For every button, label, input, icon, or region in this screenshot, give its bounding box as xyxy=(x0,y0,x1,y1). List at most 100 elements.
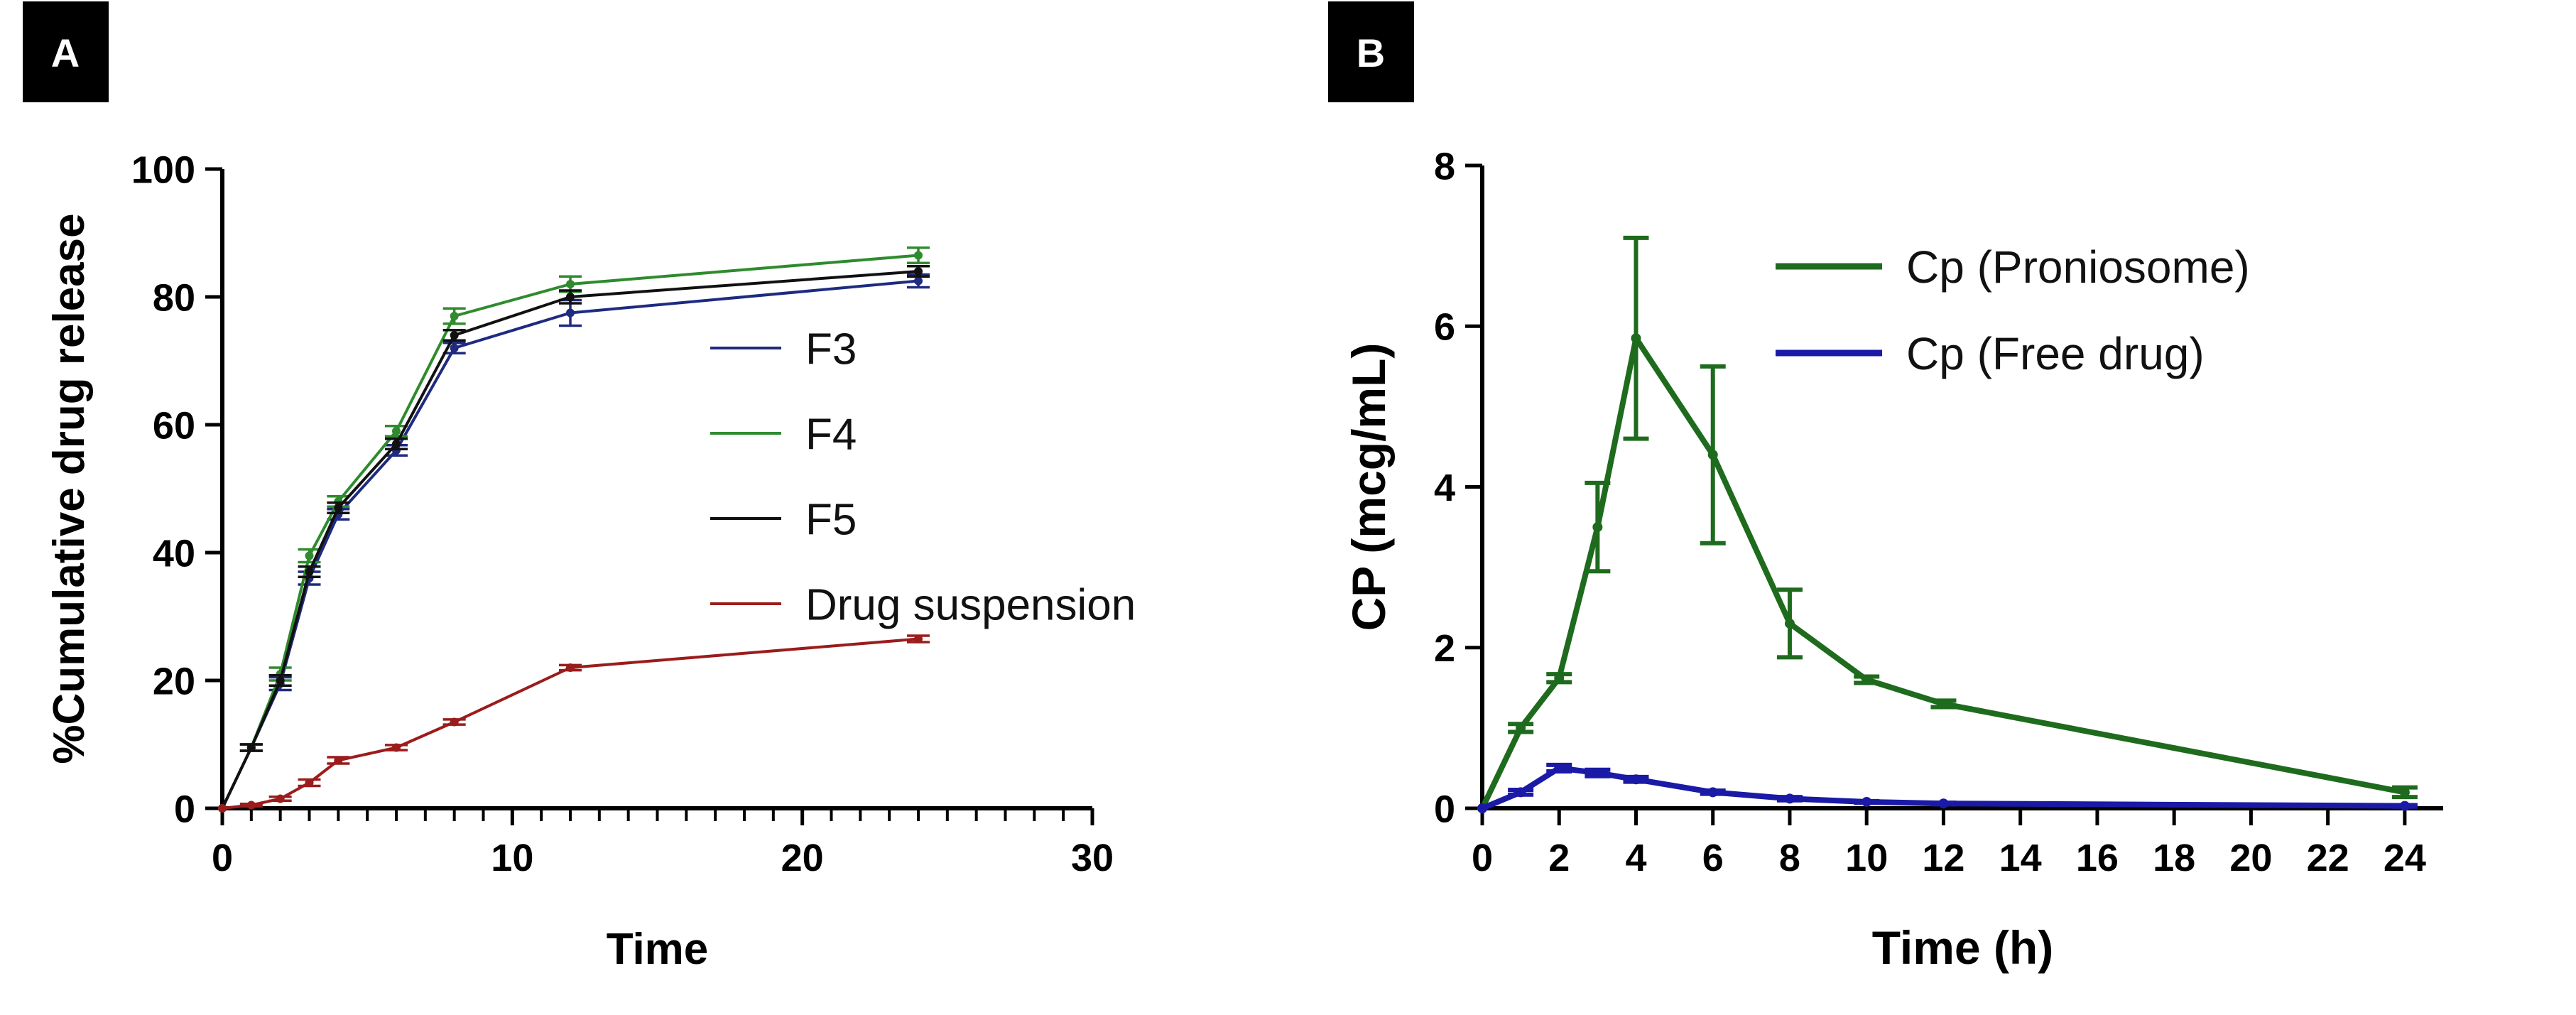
data-point xyxy=(1854,674,1880,685)
data-marker xyxy=(246,800,256,810)
y-axis-title: CP (mcg/mL) xyxy=(1342,343,1395,631)
data-marker xyxy=(566,293,575,301)
data-point xyxy=(1585,480,1611,574)
y-tick-label: 8 xyxy=(1434,145,1455,188)
panel-a-label: A xyxy=(51,31,80,75)
data-point xyxy=(1623,774,1649,785)
legend-label: Cp (Proniosome) xyxy=(1906,241,2250,293)
panel-b-label: B xyxy=(1357,31,1385,75)
series-line-cp-proniosome xyxy=(1479,335,2406,810)
data-marker xyxy=(276,794,285,803)
data-point xyxy=(442,329,466,342)
data-point xyxy=(1930,698,1957,710)
x-tick-label: 0 xyxy=(1472,837,1493,879)
x-tick-label: 24 xyxy=(2384,837,2426,879)
data-point xyxy=(1546,762,1572,774)
x-tick-label: 2 xyxy=(1548,837,1570,879)
data-point xyxy=(442,307,466,325)
legend-label: F3 xyxy=(805,325,857,374)
y-tick-label: 100 xyxy=(131,148,195,191)
data-point xyxy=(298,565,321,578)
y-tick-label: 0 xyxy=(174,788,195,830)
series-cp-free-drug xyxy=(1477,762,2418,813)
data-point xyxy=(385,425,408,438)
data-point xyxy=(298,778,321,788)
data-marker xyxy=(392,743,401,752)
x-tick-label: 6 xyxy=(1702,837,1724,879)
y-tick-label: 2 xyxy=(1434,627,1455,670)
data-point xyxy=(327,501,350,514)
data-marker xyxy=(2399,787,2410,798)
x-tick-label: 22 xyxy=(2307,837,2349,879)
x-tick-label: 30 xyxy=(1071,837,1114,879)
data-point xyxy=(1546,672,1572,685)
x-tick-label: 4 xyxy=(1625,837,1646,879)
data-point xyxy=(1623,235,1649,441)
data-marker xyxy=(1707,450,1718,460)
data-marker xyxy=(1592,768,1603,778)
data-point xyxy=(1477,803,1487,813)
legend-item: Drug suspension xyxy=(710,580,1136,629)
data-point xyxy=(907,634,930,644)
data-point xyxy=(442,717,466,727)
data-marker xyxy=(1862,675,1872,685)
data-marker xyxy=(1631,333,1641,344)
x-tick-label: 10 xyxy=(1845,837,1888,879)
data-marker xyxy=(914,267,923,276)
data-marker xyxy=(334,756,343,765)
data-marker xyxy=(1938,698,1949,709)
data-point xyxy=(1700,364,1726,546)
data-marker xyxy=(914,634,923,644)
panel-a-label-box: A xyxy=(23,1,109,102)
data-point xyxy=(1854,796,1880,807)
data-marker xyxy=(246,743,256,752)
x-tick-label: 16 xyxy=(2076,837,2119,879)
data-point xyxy=(298,548,321,564)
data-marker xyxy=(1938,798,1949,809)
data-marker xyxy=(305,568,314,576)
data-point xyxy=(385,743,408,752)
data-marker xyxy=(1516,787,1526,798)
y-tick-label: 4 xyxy=(1434,467,1455,509)
data-point xyxy=(1700,787,1726,798)
x-tick-label: 8 xyxy=(1779,837,1800,879)
data-point xyxy=(907,246,930,265)
data-marker xyxy=(218,804,227,813)
series-f5 xyxy=(218,265,930,813)
series-drug-suspension xyxy=(218,634,930,813)
data-point xyxy=(1776,587,1803,660)
data-marker xyxy=(276,676,285,685)
chart-a: 0 10 20 30 0 20 40 60 80 100 Time %Cumulative drug … xyxy=(45,148,1136,974)
legend: Cp (Proniosome) Cp (Free drug) xyxy=(1776,241,2250,379)
y-axis-title: %Cumulative drug release xyxy=(45,213,94,764)
x-tick-label: 14 xyxy=(1999,837,2042,879)
data-point xyxy=(559,289,582,305)
data-point xyxy=(239,800,263,810)
legend-label: Drug suspension xyxy=(805,580,1136,629)
y-tick-label: 40 xyxy=(153,532,195,575)
y-tick-label: 0 xyxy=(1434,788,1455,830)
x-tick-label: 12 xyxy=(1922,837,1964,879)
x-tick-label: 20 xyxy=(2229,837,2272,879)
x-axis-title: Time xyxy=(607,925,709,974)
data-marker xyxy=(305,551,314,560)
data-marker xyxy=(1862,796,1872,807)
data-marker xyxy=(566,280,575,288)
data-marker xyxy=(1516,722,1526,733)
data-marker xyxy=(450,312,459,320)
panel-b-label-box: B xyxy=(1328,1,1414,102)
data-marker xyxy=(1784,618,1795,629)
y-tick-label: 80 xyxy=(153,276,195,319)
x-tick-label: 0 xyxy=(212,837,233,879)
series-cp-proniosome xyxy=(1477,235,2418,813)
legend-label: F5 xyxy=(805,495,857,544)
data-marker xyxy=(566,308,575,317)
data-point xyxy=(268,674,292,687)
data-marker xyxy=(392,440,401,448)
data-point xyxy=(239,743,263,752)
data-point xyxy=(385,438,408,450)
x-tick-label: 18 xyxy=(2153,837,2195,879)
data-point xyxy=(1930,798,1957,809)
data-point xyxy=(1776,793,1803,804)
